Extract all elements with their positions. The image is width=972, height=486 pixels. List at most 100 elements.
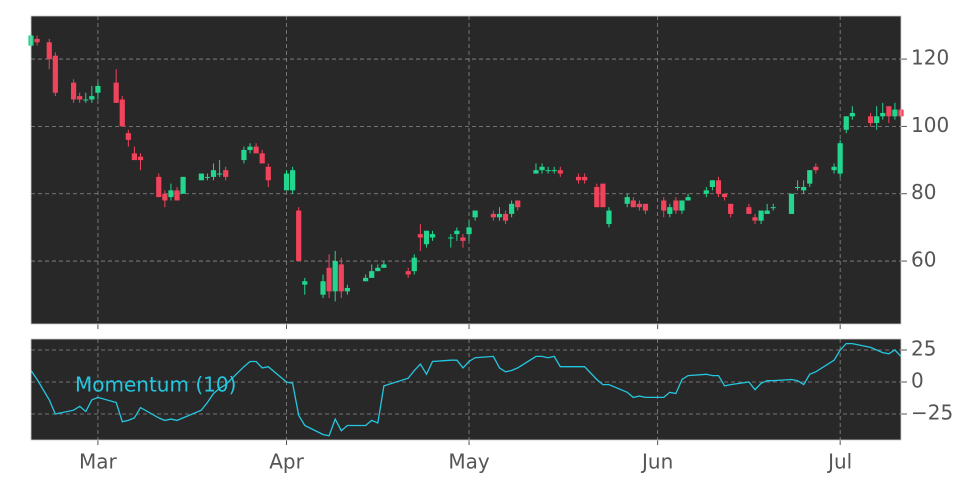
candle-body bbox=[831, 166, 837, 171]
candle-body bbox=[417, 234, 423, 238]
candle-body bbox=[210, 170, 217, 177]
candle-body bbox=[265, 166, 271, 181]
candle-body bbox=[332, 261, 338, 292]
candle-body bbox=[375, 267, 381, 272]
candle-body bbox=[807, 170, 813, 184]
candle-body bbox=[703, 190, 709, 194]
candle-body bbox=[801, 186, 807, 191]
candle-body bbox=[454, 230, 460, 235]
candle-body bbox=[46, 42, 52, 60]
candle-body bbox=[156, 176, 162, 198]
candle-body bbox=[77, 96, 83, 100]
candle-body bbox=[794, 186, 801, 188]
candle-body bbox=[600, 183, 606, 208]
candle-body bbox=[448, 237, 454, 239]
candle-body bbox=[131, 153, 138, 161]
candle-body bbox=[338, 264, 344, 292]
x-tick-label: Apr bbox=[269, 450, 304, 474]
candle-body bbox=[880, 112, 886, 117]
candle-body bbox=[70, 82, 77, 100]
candle-body bbox=[764, 210, 770, 214]
candle-body bbox=[198, 173, 204, 181]
candle-body bbox=[886, 106, 892, 117]
marks: 60 80 100 120 −25 0 25 Momentum (10) Mar Apr May Ju… bbox=[28, 15, 953, 474]
candle-body bbox=[259, 153, 265, 164]
candle-body bbox=[326, 267, 332, 292]
candle-body bbox=[606, 210, 612, 225]
x-tick-label: Jun bbox=[640, 450, 673, 474]
candle-body bbox=[253, 146, 259, 154]
panel-frame bbox=[30, 15, 902, 325]
y-tick-label: 80 bbox=[911, 180, 936, 204]
candle-body bbox=[411, 257, 417, 272]
candle-body bbox=[320, 281, 326, 295]
y-tick-label: −25 bbox=[911, 401, 953, 425]
candle-body bbox=[551, 170, 557, 172]
candle-body bbox=[119, 99, 125, 127]
candle-body bbox=[423, 230, 430, 245]
candle-body bbox=[204, 176, 211, 178]
candle-body bbox=[867, 116, 874, 124]
candle-body bbox=[843, 116, 849, 130]
candle-body bbox=[217, 173, 223, 175]
candle-body bbox=[594, 186, 600, 208]
candle-body bbox=[95, 86, 101, 93]
candle-body bbox=[509, 203, 515, 214]
candle-body bbox=[642, 203, 649, 211]
legend-label: Momentum (10) bbox=[75, 373, 236, 397]
candle-body bbox=[533, 170, 539, 174]
candle-body bbox=[83, 99, 89, 101]
candle-body bbox=[223, 170, 229, 177]
candle-body bbox=[496, 213, 503, 218]
candle-body bbox=[752, 217, 758, 221]
candle-body bbox=[460, 237, 466, 241]
candle-body bbox=[429, 234, 436, 238]
candle-body bbox=[630, 200, 636, 208]
candle-body bbox=[758, 210, 764, 221]
candle-body bbox=[539, 166, 545, 171]
candle-body bbox=[247, 146, 253, 150]
candle-body bbox=[89, 96, 95, 100]
candle-body bbox=[180, 176, 186, 194]
candle-body bbox=[874, 116, 880, 124]
candle-body bbox=[667, 207, 673, 214]
candle-body bbox=[381, 264, 387, 268]
candle-body bbox=[582, 176, 588, 181]
x-tick-label: Jul bbox=[826, 450, 852, 474]
candle-body bbox=[113, 82, 119, 103]
candle-body bbox=[746, 207, 752, 214]
candle-body bbox=[788, 193, 795, 214]
candle-body bbox=[661, 200, 667, 211]
candle-body bbox=[405, 271, 411, 275]
candle-body bbox=[174, 190, 180, 201]
x-tick-label: May bbox=[448, 450, 490, 474]
candle-body bbox=[241, 149, 247, 161]
price-panel bbox=[31, 16, 901, 324]
candle-body bbox=[302, 281, 308, 285]
candle-body bbox=[490, 213, 496, 218]
candle-body bbox=[344, 287, 350, 292]
candle-body bbox=[709, 180, 715, 187]
candle-body bbox=[728, 203, 734, 214]
x-tick-label: Mar bbox=[79, 450, 118, 474]
y-tick-label: 100 bbox=[911, 113, 949, 137]
candle-body bbox=[545, 170, 551, 172]
candle-body bbox=[502, 213, 509, 221]
candle-body bbox=[813, 166, 819, 171]
momentum-line bbox=[30, 342, 902, 437]
candle-body bbox=[125, 133, 131, 140]
candle-body bbox=[575, 176, 582, 181]
candle-body bbox=[673, 200, 679, 211]
y-tick-label: 120 bbox=[911, 46, 949, 70]
candle-body bbox=[770, 207, 776, 209]
candle-body bbox=[290, 170, 296, 191]
candle-body bbox=[624, 197, 630, 204]
candle-body bbox=[52, 55, 58, 93]
y-tick-label: 25 bbox=[911, 337, 936, 361]
candle-body bbox=[837, 143, 843, 174]
candle-body bbox=[466, 227, 472, 235]
candle-body bbox=[369, 271, 375, 278]
candle-body bbox=[34, 38, 40, 43]
candle-body bbox=[137, 156, 144, 161]
candle-body bbox=[679, 200, 685, 211]
